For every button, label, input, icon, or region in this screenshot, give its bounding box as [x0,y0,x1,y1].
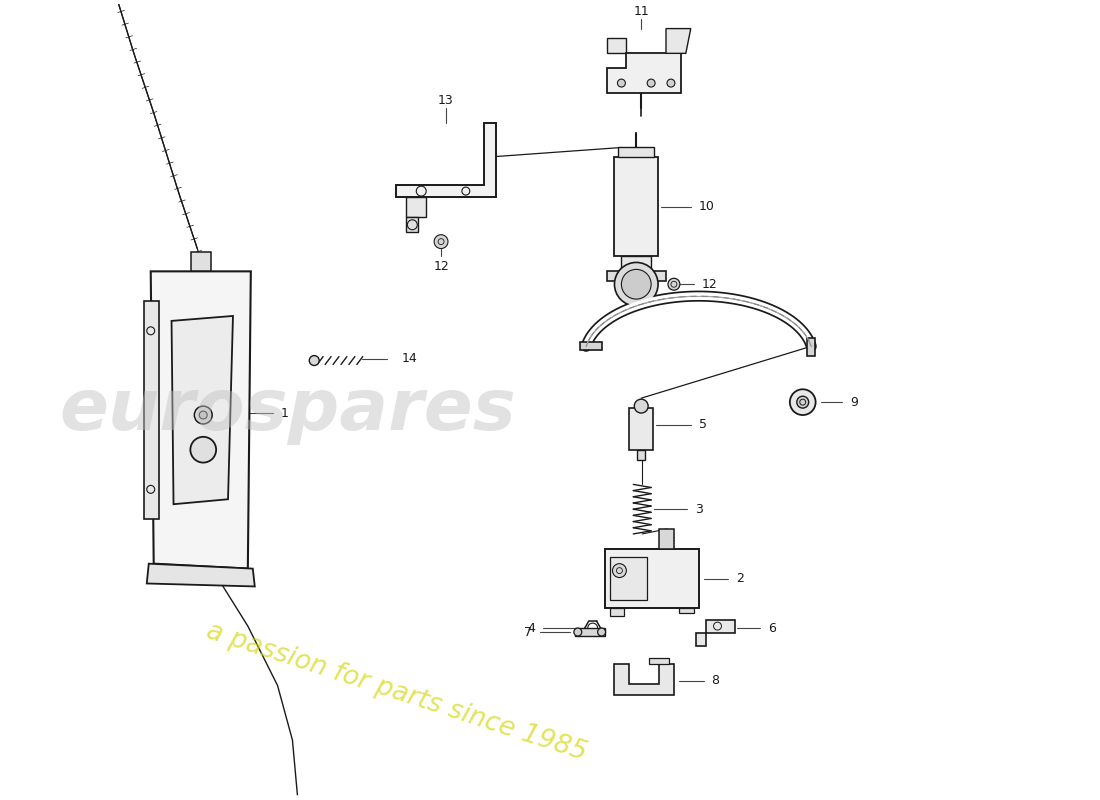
Circle shape [621,270,651,299]
Circle shape [574,628,582,636]
Text: 12: 12 [433,260,449,273]
Bar [659,529,674,549]
Text: 1: 1 [280,406,288,419]
Text: 8: 8 [712,674,719,687]
Circle shape [434,234,448,249]
Circle shape [597,628,605,636]
Text: 6: 6 [768,622,776,634]
Bar [629,408,653,450]
Polygon shape [649,658,669,664]
Polygon shape [575,628,605,636]
Bar [615,158,658,257]
Circle shape [796,396,808,408]
Polygon shape [695,620,736,646]
Circle shape [668,278,680,290]
Circle shape [617,79,626,87]
Bar [807,338,815,356]
Polygon shape [615,664,674,695]
Polygon shape [609,608,625,616]
Bar [605,549,698,608]
Circle shape [667,79,675,87]
Polygon shape [606,38,626,54]
Circle shape [613,564,626,578]
Polygon shape [396,122,496,197]
Polygon shape [191,251,211,271]
Bar [621,257,651,271]
Polygon shape [146,564,255,586]
Polygon shape [151,271,251,569]
Circle shape [635,399,648,413]
Bar [618,147,654,158]
Text: 12: 12 [702,278,717,290]
Circle shape [195,406,212,424]
Polygon shape [606,271,666,282]
Text: a passion for parts since 1985: a passion for parts since 1985 [204,618,590,766]
Bar [609,557,647,600]
Text: 13: 13 [438,94,454,107]
Bar [637,450,646,460]
Polygon shape [606,54,681,93]
Text: 7: 7 [525,626,532,638]
Polygon shape [172,316,233,504]
Circle shape [199,411,207,419]
Text: eurospares: eurospares [59,375,516,445]
Polygon shape [666,29,691,54]
Circle shape [294,798,301,800]
Polygon shape [679,608,694,614]
Polygon shape [406,197,426,217]
Polygon shape [144,301,158,519]
Circle shape [309,355,319,366]
Text: 4: 4 [527,622,536,634]
Polygon shape [406,217,418,232]
Circle shape [615,262,658,306]
Text: 3: 3 [695,502,703,516]
Text: 14: 14 [402,352,417,365]
Text: 10: 10 [698,201,715,214]
Text: 9: 9 [850,396,858,409]
Text: 2: 2 [736,572,745,585]
Text: 5: 5 [698,418,706,431]
Circle shape [190,437,216,462]
Bar [580,342,602,350]
Circle shape [790,390,815,415]
Text: 11: 11 [634,6,649,18]
Circle shape [647,79,656,87]
